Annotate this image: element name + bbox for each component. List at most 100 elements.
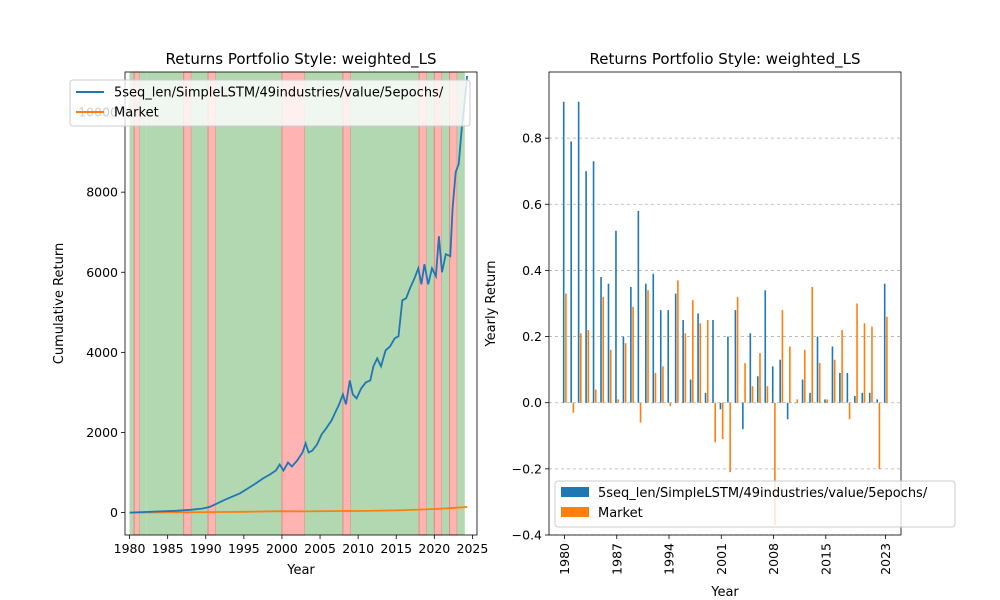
bar-market — [841, 329, 843, 403]
y-tick-label: 6000 — [86, 265, 118, 280]
bar-market — [781, 310, 784, 403]
bar-lstm — [854, 396, 856, 403]
bar-lstm — [562, 101, 565, 403]
regime-band-up — [146, 72, 184, 535]
bar-lstm — [689, 379, 692, 403]
right-y-ticks: −0.4 −0.2 0.0 0.2 0.4 0.6 0.8 — [512, 131, 549, 543]
bar-lstm — [645, 283, 647, 403]
bar-market — [624, 343, 627, 403]
x-tick-label: 2005 — [304, 541, 336, 556]
bar-lstm — [592, 161, 595, 403]
bar-lstm — [764, 290, 767, 403]
right-y-axis-label: Yearly Return — [484, 260, 499, 347]
regime-band-down — [449, 71, 458, 536]
regime-band-up — [215, 72, 282, 535]
bar-market — [639, 402, 642, 423]
bar-market — [654, 372, 657, 403]
bar-market — [677, 280, 679, 403]
y-tick-label: 4000 — [86, 345, 118, 360]
bar-lstm — [570, 141, 572, 403]
bar-lstm — [756, 376, 759, 403]
series-line — [129, 506, 468, 514]
regime-band-up — [457, 72, 465, 535]
x-tick-label: 1987 — [609, 543, 624, 575]
bar-market — [803, 349, 806, 403]
bar-lstm — [749, 333, 752, 403]
y-tick-label: 0.4 — [522, 263, 542, 278]
bar-market — [886, 316, 888, 403]
regime-band-up — [191, 72, 209, 535]
bar-market — [751, 386, 754, 403]
x-tick-label: 2020 — [418, 541, 450, 556]
left-x-ticks: 1980 1985 1990 1995 2000 2005 2010 2015 2020 2025 — [114, 535, 489, 556]
x-tick-label: 2000 — [266, 541, 298, 556]
bar-market — [878, 402, 881, 469]
x-tick-label: 1985 — [152, 541, 184, 556]
x-tick-label: 2023 — [878, 543, 893, 575]
regime-bands — [129, 71, 465, 536]
x-tick-label: 2015 — [380, 541, 412, 556]
bar-lstm — [734, 310, 737, 403]
right-chart-title: Returns Portfolio Style: weighted_LS — [589, 50, 860, 69]
bar-lstm — [816, 336, 819, 403]
bar-market — [796, 399, 799, 403]
bar-market — [632, 306, 634, 403]
bar-lstm — [615, 230, 617, 403]
bar-lstm — [622, 336, 625, 403]
right-x-ticks: 1980 1987 1994 2001 2008 2015 2023 — [557, 535, 893, 575]
right-plot-frame — [548, 71, 902, 536]
bar-market — [759, 353, 761, 403]
right-legend-swatch-market — [561, 507, 589, 517]
bar-market — [580, 333, 582, 403]
left-plot-frame — [124, 71, 478, 536]
bar-market — [609, 349, 612, 403]
bar-lstm — [742, 402, 744, 430]
bar-lstm — [719, 402, 722, 410]
regime-band-down — [183, 71, 192, 536]
regime-band-up — [441, 72, 450, 535]
bar-lstm — [779, 359, 781, 403]
left-legend-box — [69, 79, 471, 127]
bar-market — [617, 399, 619, 403]
bar-market — [572, 402, 575, 413]
bar-market — [699, 323, 702, 403]
x-tick-label: 2025 — [457, 541, 489, 556]
x-tick-label: 1994 — [662, 543, 677, 575]
right-legend-label-lstm: 5seq_len/SimpleLSTM/49industries/value/5… — [598, 486, 928, 501]
bar-market — [662, 366, 664, 403]
yearly-bars — [562, 101, 888, 526]
x-tick-label: 1990 — [190, 541, 222, 556]
y-tick-label: 0.6 — [522, 197, 542, 212]
regime-band-up — [350, 72, 420, 535]
bar-market — [565, 293, 567, 403]
regime-band-down — [342, 71, 352, 536]
right-legend-swatch-lstm — [561, 487, 589, 497]
x-tick-label: 1980 — [557, 543, 572, 575]
bar-lstm — [868, 392, 871, 403]
regime-band-down — [433, 71, 443, 536]
y-tick-label: −0.4 — [512, 528, 542, 543]
y-tick-label: 0.8 — [522, 131, 542, 146]
left-legend-label-market: Market — [114, 106, 159, 121]
bar-lstm — [727, 336, 729, 403]
bar-market — [729, 402, 731, 473]
bar-lstm — [667, 310, 670, 403]
left-y-ticks: 0200040006000800010000 — [78, 105, 125, 520]
right-legend-box — [554, 480, 956, 528]
bar-market — [721, 402, 724, 440]
yearly-return-chart: 1980 1987 1994 2001 2008 2015 2023 −0.4 −0.2 0.0… — [484, 50, 956, 600]
left-x-axis-label: Year — [286, 563, 315, 578]
regime-band-up — [139, 72, 147, 535]
bar-lstm — [771, 366, 774, 403]
left-chart-title: Returns Portfolio Style: weighted_LS — [165, 50, 436, 69]
bar-market — [833, 359, 836, 403]
bar-market — [669, 402, 672, 407]
bar-market — [818, 363, 821, 403]
x-tick-label: 2010 — [342, 541, 374, 556]
left-legend: 5seq_len/SimpleLSTM/49industries/value/5… — [69, 79, 471, 127]
x-tick-label: 2008 — [766, 543, 781, 575]
bar-market — [714, 402, 716, 443]
bar-market — [594, 389, 597, 403]
bar-lstm — [801, 379, 804, 403]
bar-market — [863, 323, 866, 403]
